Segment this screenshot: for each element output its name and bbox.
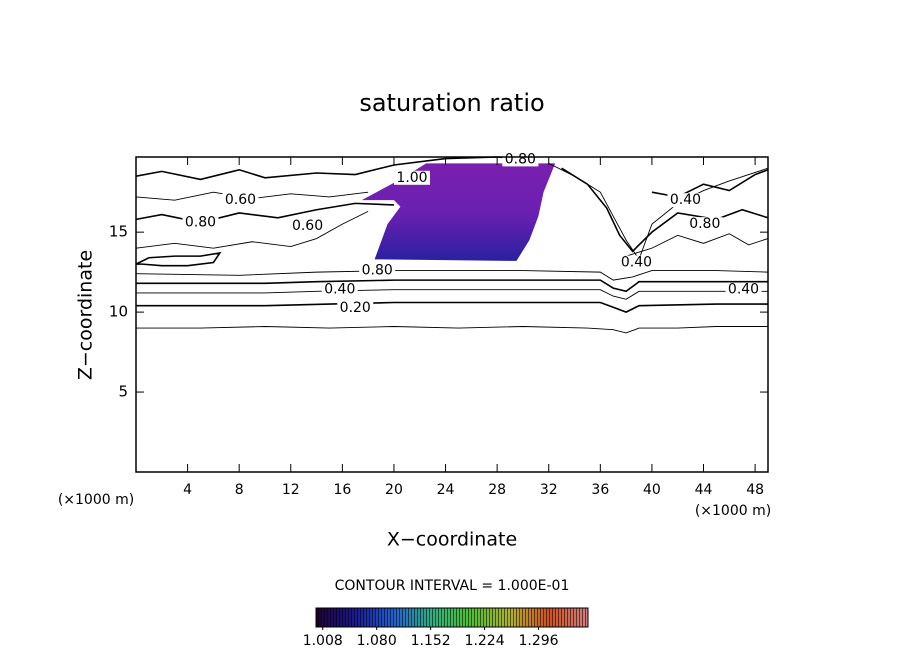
contour-label: 0.80 <box>505 151 536 167</box>
x-tick-label: 16 <box>333 482 351 498</box>
x-tick-label: 28 <box>488 482 506 498</box>
contour-line <box>136 326 768 334</box>
contour-label-bg <box>667 193 704 208</box>
contour-label: 0.40 <box>670 192 701 208</box>
x-tick-label: 48 <box>746 482 764 498</box>
contour-label: 0.60 <box>225 192 256 208</box>
x-tick-label: 32 <box>540 482 558 498</box>
contour-line <box>135 210 369 249</box>
x-tick-label: 44 <box>695 482 713 498</box>
contour-label-bg <box>394 170 431 185</box>
contour-line <box>135 270 769 281</box>
x-unit-label: (×1000 m) <box>58 492 134 508</box>
chart-title: saturation ratio <box>359 89 544 117</box>
shaded-region <box>361 163 556 261</box>
contour-label-bg <box>686 217 723 232</box>
contour-label: 0.40 <box>324 282 355 298</box>
contour-interval: CONTOUR INTERVAL = 1.000E-01 <box>335 578 570 594</box>
contour-label-bg <box>222 193 259 208</box>
colorbar-tick-label: 1.008 <box>303 633 343 649</box>
contour-label: 0.60 <box>292 218 323 234</box>
contour-line <box>136 301 768 313</box>
x-tick-label: 4 <box>183 482 192 498</box>
contour-label-bg <box>725 282 762 297</box>
colorbar-tick-label: 1.296 <box>518 633 558 649</box>
y-axis-label: Z−coordinate <box>75 250 97 380</box>
y-tick-label: 5 <box>118 383 128 401</box>
contour-label: 0.20 <box>340 300 371 316</box>
colorbar-tick-label: 1.152 <box>411 633 451 649</box>
contour-label: 0.80 <box>185 215 216 231</box>
contour-label-bg <box>337 301 374 316</box>
x-tick-label: 36 <box>591 482 609 498</box>
contour-label: 0.40 <box>621 255 652 271</box>
contour-label-bg <box>618 255 655 270</box>
contour-line <box>625 233 769 257</box>
contour-line <box>135 156 536 181</box>
x-tick-label: 12 <box>282 482 300 498</box>
contour-line <box>135 202 394 224</box>
colorbar-stripes <box>316 608 588 627</box>
colorbar-tick-label: 1.224 <box>465 633 505 649</box>
contour-label: 0.80 <box>689 216 720 232</box>
x-unit-label: (×1000 m) <box>695 503 771 519</box>
contour-label: 0.40 <box>728 282 759 298</box>
x-tick-label: 24 <box>437 482 455 498</box>
contour-label-bg <box>321 282 358 297</box>
y-tick-label: 10 <box>109 303 128 321</box>
x-tick-label: 40 <box>643 482 661 498</box>
colorbar-tick-label: 1.080 <box>357 633 397 649</box>
contour-label-bg <box>359 263 396 278</box>
contour-label: 1.00 <box>396 170 427 186</box>
contour-line <box>561 167 769 253</box>
contour-label: 0.80 <box>362 263 393 279</box>
x-tick-label: 8 <box>235 482 244 498</box>
x-tick-label: 20 <box>385 482 403 498</box>
contour-label-bg <box>182 215 219 230</box>
y-tick-label: 15 <box>109 223 128 241</box>
contour-line <box>136 279 768 293</box>
contour-line <box>135 251 222 267</box>
contour-label-bg <box>289 218 326 233</box>
contour-line <box>136 289 768 300</box>
plot-frame <box>135 156 769 473</box>
contour-label-bg <box>502 152 539 167</box>
x-axis-label: X−coordinate <box>387 529 517 551</box>
